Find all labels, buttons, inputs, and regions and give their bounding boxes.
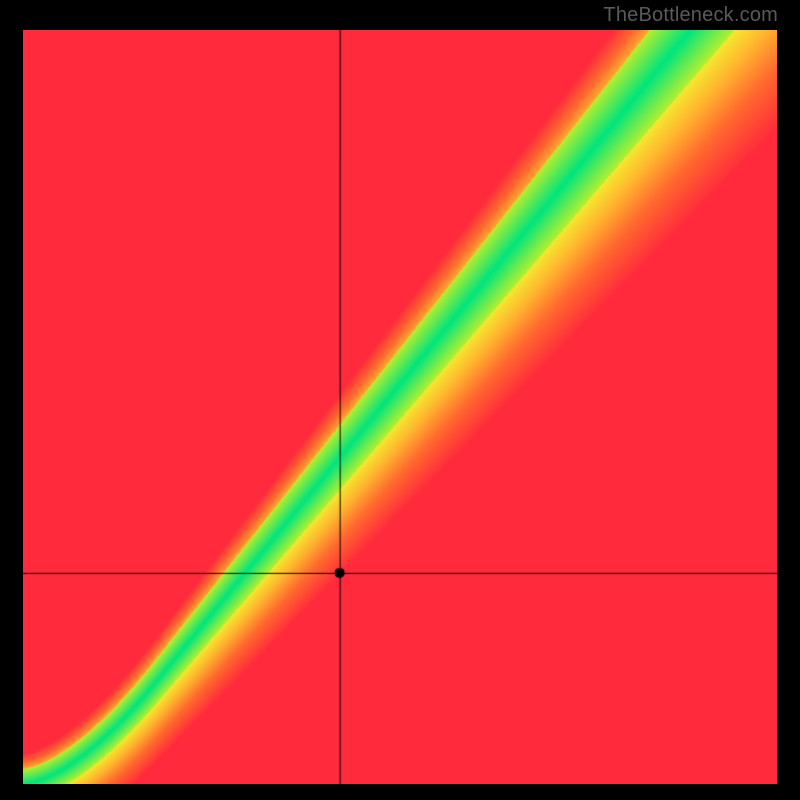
- chart-stage: TheBottleneck.com: [0, 0, 800, 800]
- crosshair-overlay: [23, 30, 777, 784]
- watermark-text: TheBottleneck.com: [603, 4, 778, 27]
